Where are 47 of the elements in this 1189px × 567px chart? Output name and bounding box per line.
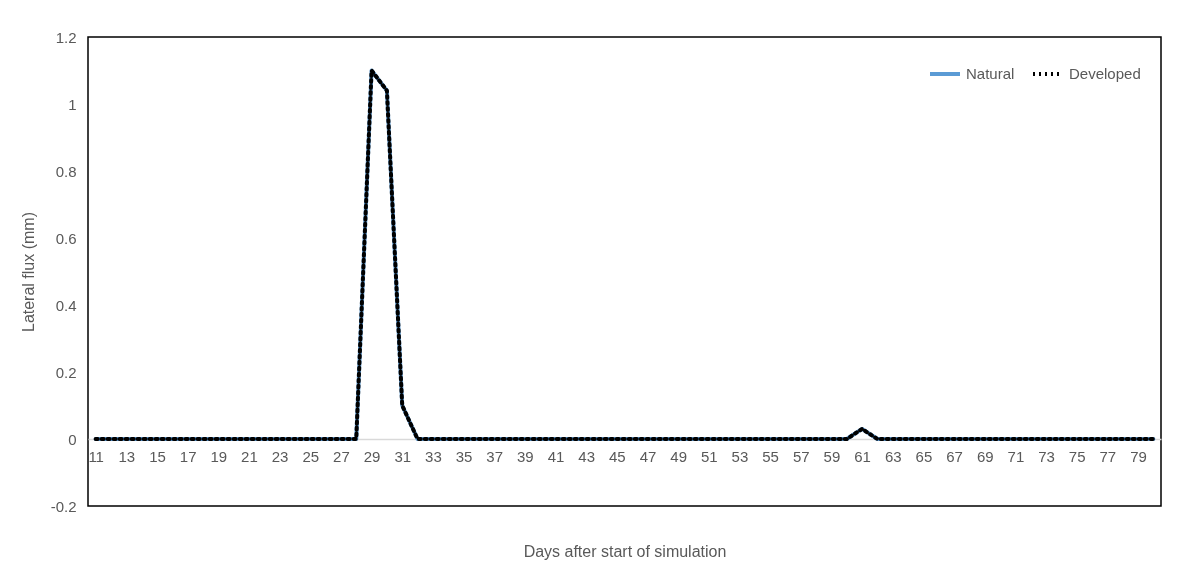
x-tick-label: 27	[333, 447, 350, 465]
x-tick-label: 33	[425, 447, 442, 465]
x-tick-label: 77	[1099, 447, 1117, 465]
legend-label: Developed	[1069, 65, 1141, 82]
x-tick-label: 35	[455, 447, 473, 465]
x-tick-label: 23	[271, 447, 289, 465]
y-tick-label: 1.2	[55, 28, 77, 46]
y-tick-label: 0.6	[55, 229, 77, 247]
x-tick-label: 39	[517, 447, 534, 465]
x-tick-label: 19	[210, 447, 228, 465]
y-axis-title: Lateral flux (mm)	[19, 211, 37, 333]
y-tick-label: 1	[68, 95, 77, 113]
x-tick-label: 45	[608, 447, 626, 465]
x-tick-label: 49	[670, 447, 687, 465]
x-tick-label: 51	[700, 447, 718, 465]
x-tick-label: 59	[823, 447, 841, 465]
x-tick-label: 79	[1130, 447, 1147, 465]
x-tick-label: 63	[884, 447, 902, 465]
y-tick-label: 0.4	[55, 296, 77, 314]
y-tick-label: -0.2	[50, 497, 77, 515]
x-tick-label: 67	[946, 447, 963, 465]
x-tick-label: 69	[976, 447, 994, 465]
legend-label: Natural	[966, 65, 1015, 82]
x-tick-label: 13	[118, 447, 136, 465]
x-tick-label: 65	[915, 447, 933, 465]
x-tick-label: 21	[241, 447, 258, 465]
x-tick-label: 73	[1038, 447, 1055, 465]
x-tick-label: 37	[486, 447, 504, 465]
x-tick-label: 53	[731, 447, 749, 465]
x-tick-label: 75	[1068, 447, 1086, 465]
x-tick-label: 17	[179, 447, 197, 465]
x-tick-label: 41	[547, 447, 565, 465]
x-tick-label: 29	[363, 447, 381, 465]
x-tick-label: 55	[762, 447, 779, 465]
x-tick-label: 25	[302, 447, 320, 465]
y-tick-label: 0	[68, 430, 77, 448]
x-tick-label: 57	[792, 447, 810, 465]
x-tick-label: 47	[639, 447, 657, 465]
x-tick-label: 43	[578, 447, 596, 465]
x-tick-label: 61	[854, 447, 871, 465]
x-tick-label: 71	[1007, 447, 1025, 465]
x-tick-label: 15	[149, 447, 166, 465]
x-axis-title: Days after start of simulation	[523, 542, 727, 560]
x-tick-label: 31	[394, 447, 412, 465]
y-tick-label: 0.8	[55, 162, 77, 180]
x-tick-label: 11	[88, 447, 104, 465]
y-tick-label: 0.2	[55, 363, 77, 381]
